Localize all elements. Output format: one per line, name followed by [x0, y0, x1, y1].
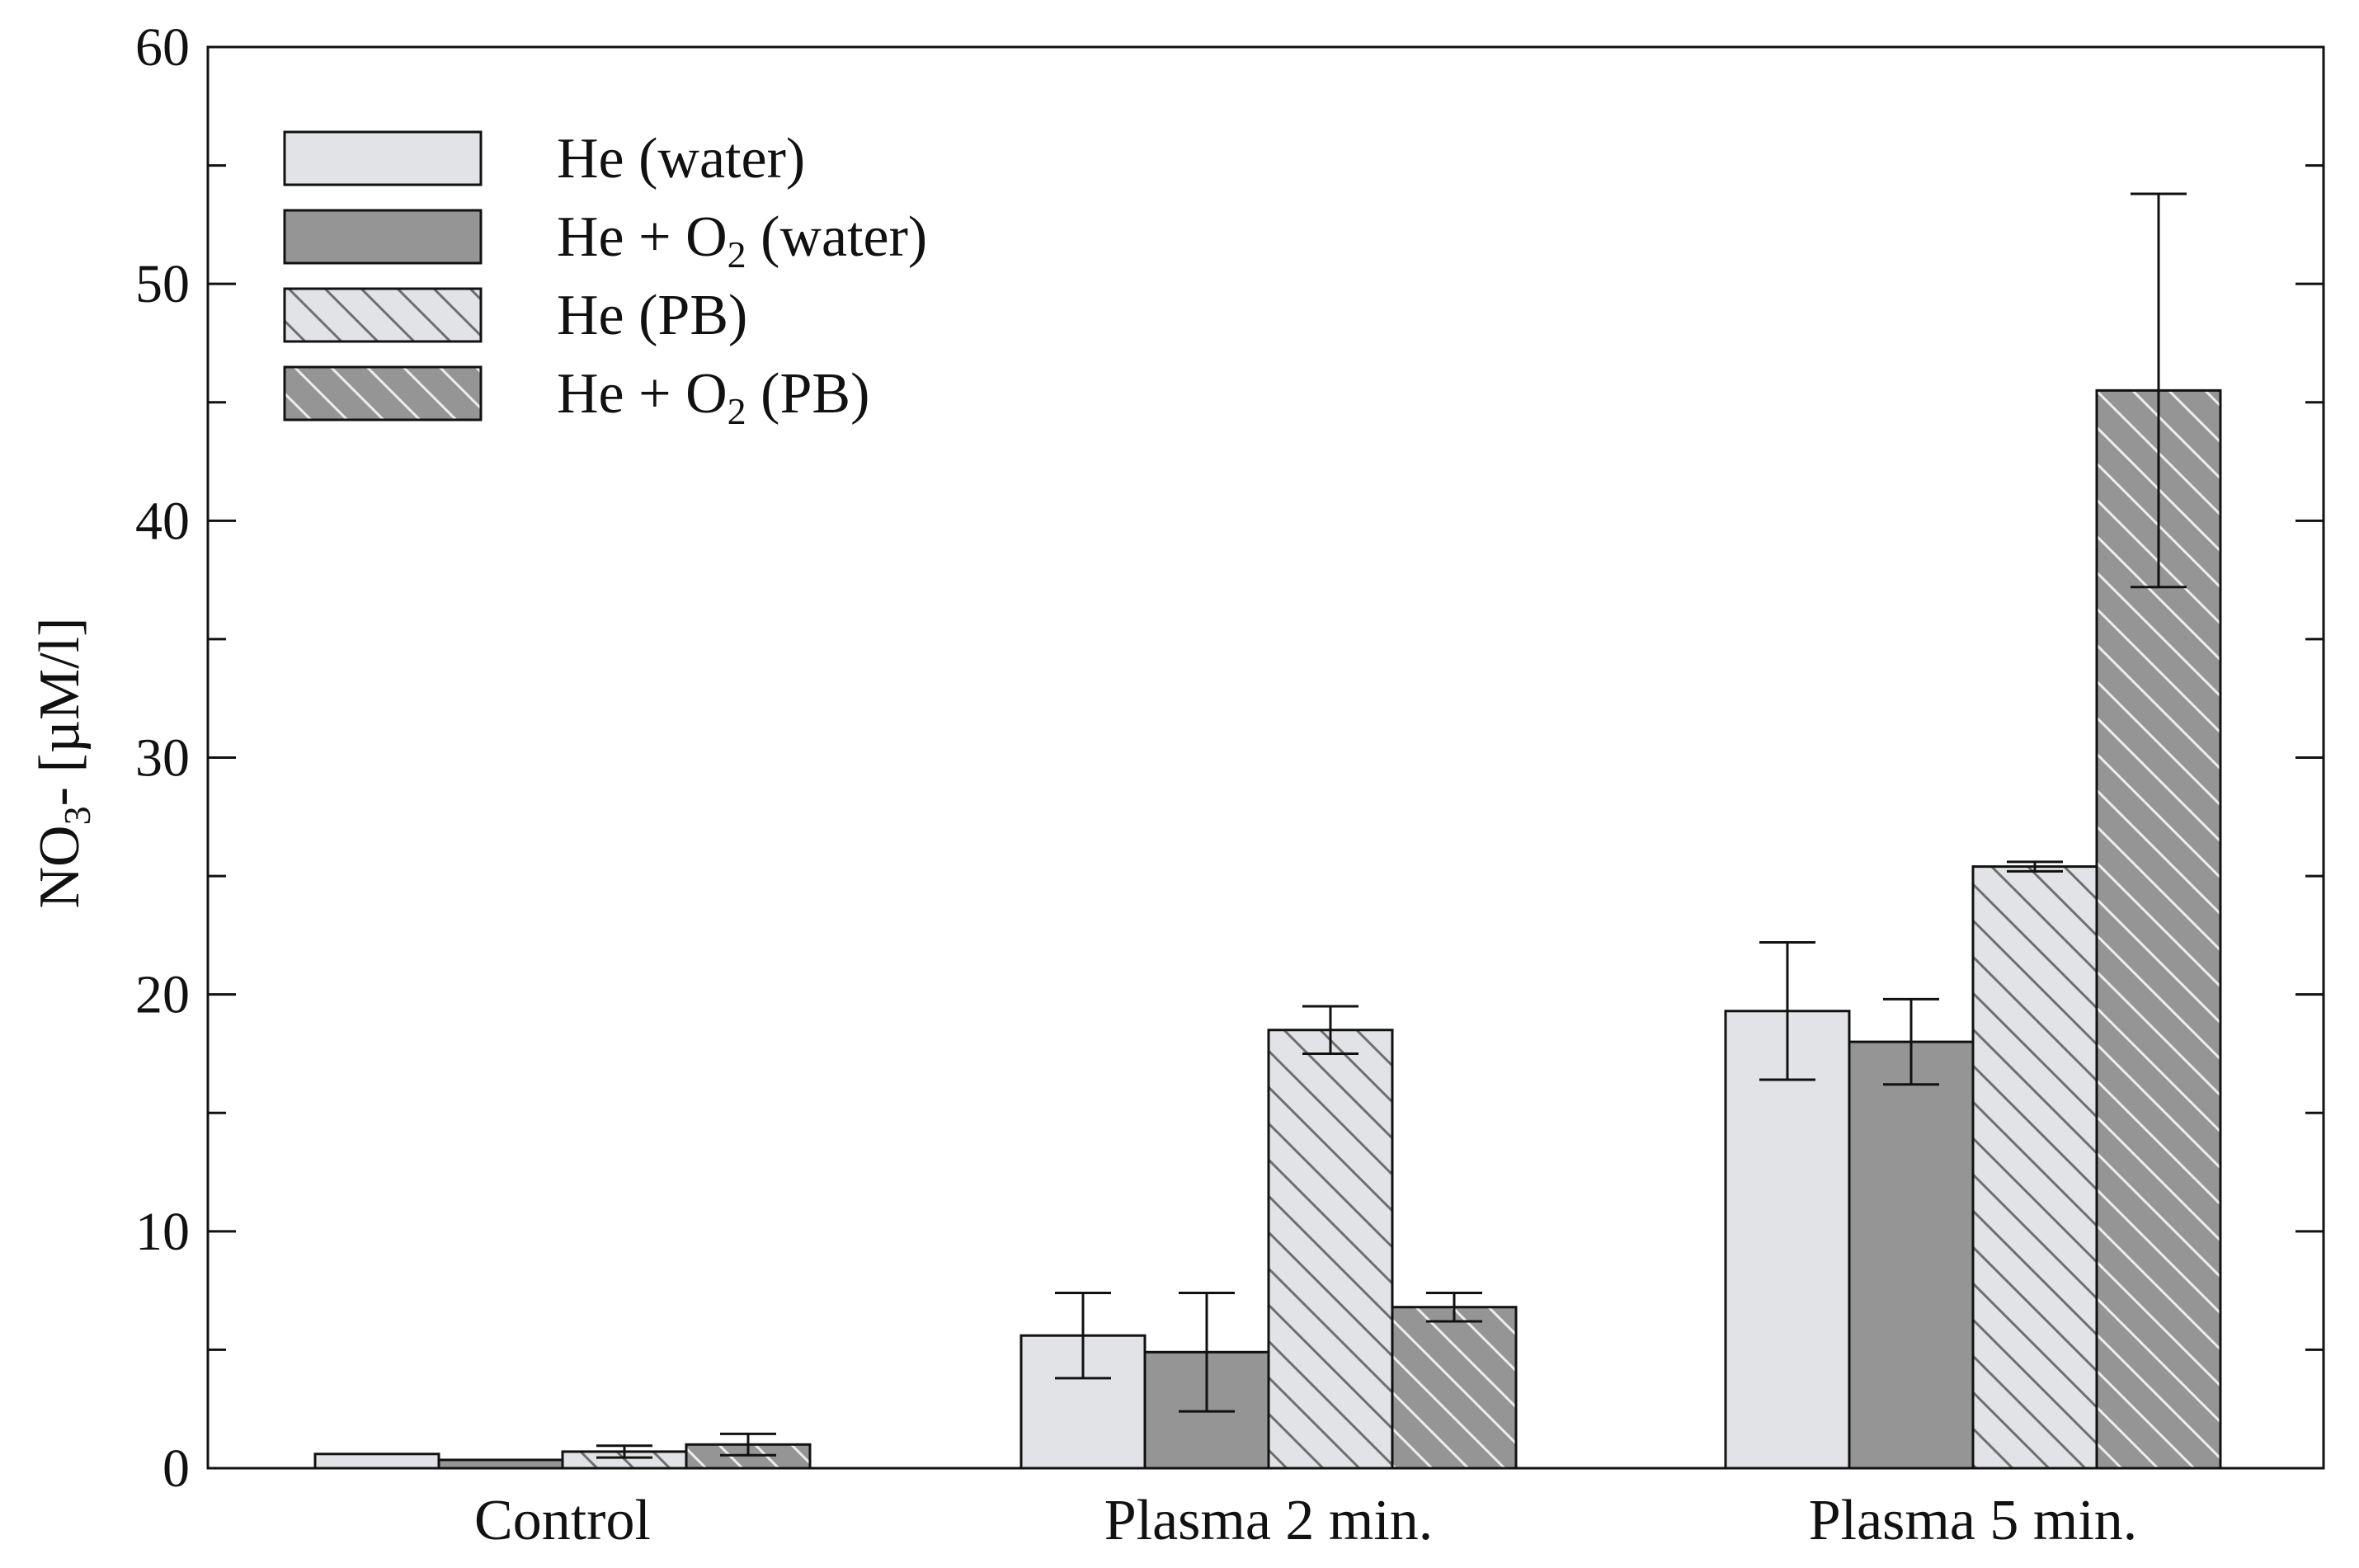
y-tick-label: 10: [135, 1202, 190, 1262]
y-tick-label: 40: [135, 491, 190, 551]
x-category-label: Plasma 5 min.: [1809, 1489, 2138, 1552]
legend-swatch-3: [283, 287, 483, 343]
y-tick-label: 20: [135, 965, 190, 1025]
y-tick-label: 60: [135, 17, 190, 78]
y-axis-label: NO3- [µM/l]: [28, 617, 98, 908]
legend-label-1: He (water): [557, 127, 805, 191]
legend: He (water) He + O2 (water) He (PB) He + O2 …: [283, 127, 927, 432]
y-ticks-group: 0 10 20 30 40 50 60: [135, 17, 2324, 1499]
x-category-label: Plasma 2 min.: [1104, 1489, 1434, 1552]
legend-swatch-4: [283, 365, 483, 421]
bar-2-plasma-5min: [1848, 1040, 1975, 1470]
x-labels-group: Control Plasma 2 min. Plasma 5 min.: [474, 1489, 2137, 1552]
y-tick-label: 30: [135, 728, 190, 789]
legend-swatch-2: [283, 209, 483, 265]
y-tick-label: 0: [162, 1439, 190, 1499]
bar-3-plasma-2min: [1267, 1029, 1394, 1470]
y-tick-label: 50: [135, 254, 190, 314]
legend-swatch-1: [283, 130, 483, 186]
legend-label-4: He + O2 (PB): [557, 362, 869, 432]
bar-3-plasma-5min: [1971, 865, 2098, 1470]
legend-label-2: He + O2 (water): [557, 205, 927, 275]
x-category-label: Control: [474, 1489, 651, 1552]
bar-2-control: [437, 1458, 564, 1470]
legend-label-3: He (PB): [557, 284, 747, 347]
bars-group: [313, 388, 2222, 1470]
error-bars-group: [596, 192, 2187, 1459]
bar-4-plasma-2min: [1391, 1306, 1518, 1470]
bar-1-control: [313, 1453, 440, 1470]
